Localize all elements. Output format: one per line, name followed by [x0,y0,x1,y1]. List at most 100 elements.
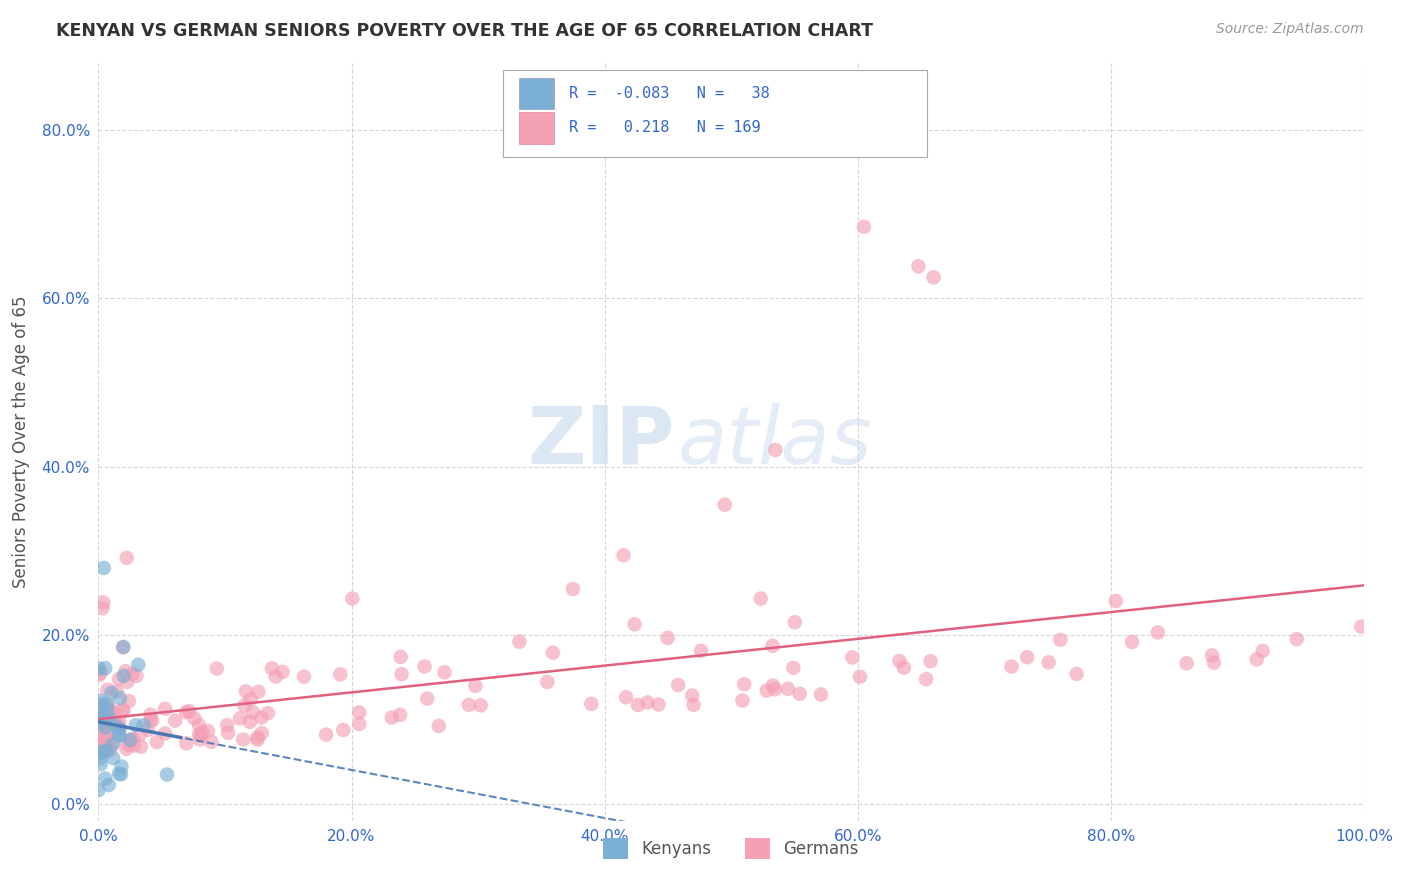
Point [232,732,254,747]
Point [264,670,287,684]
Point [93,743,115,757]
Point [90,718,112,732]
Legend: Kenyans, Germans: Kenyans, Germans [596,831,866,865]
Point [94,741,117,756]
Point [110,759,132,773]
Point [389,707,412,722]
Point [810,688,832,702]
Point [627,698,650,712]
Point [96,731,118,746]
Point [115,674,138,689]
Point [541,646,564,660]
Point [98,707,121,722]
Point [179,704,201,718]
Point [765,442,787,457]
Point [342,591,364,606]
Point [89,719,111,733]
Point [96,744,118,758]
Point [87,783,110,797]
Point [682,698,704,712]
Point [96,731,118,746]
Point [115,550,138,565]
Point [87,740,110,755]
Point [120,734,142,748]
Point [176,736,198,750]
Point [217,726,239,740]
Point [755,683,778,698]
Point [110,767,132,781]
Bar [519,78,554,110]
Point [690,644,713,658]
Point [260,661,283,675]
Point [96,705,118,719]
Point [907,260,929,274]
Point [889,654,911,668]
Point [97,711,120,725]
Point [97,778,120,792]
Y-axis label: Seniors Poverty Over the Age of 65: Seniors Poverty Over the Age of 65 [13,295,31,588]
Point [129,739,152,754]
Point [96,714,118,729]
Point [90,751,112,765]
Point [108,722,131,736]
Point [114,664,136,678]
Point [118,732,141,747]
Point [1350,619,1372,633]
Point [108,672,131,686]
Point [761,639,783,653]
Text: ZIP: ZIP [527,402,675,481]
Point [922,270,945,285]
Point [94,661,117,675]
Point [229,711,252,725]
Point [1175,657,1198,671]
Point [1121,635,1143,649]
Point [190,728,212,742]
Point [292,670,315,684]
Point [107,728,129,742]
Point [96,728,118,742]
Point [105,716,128,731]
Point [239,714,262,729]
Point [614,690,637,705]
Point [561,582,585,596]
Point [91,725,114,739]
Point [90,702,112,716]
Point [733,677,755,691]
Point [1246,652,1268,666]
Point [93,704,115,718]
Point [457,698,479,712]
Point [90,665,112,680]
Point [94,772,117,786]
Point [122,739,145,753]
Point [108,714,131,729]
Point [98,703,121,717]
Point [141,714,163,728]
Point [416,691,439,706]
Point [103,705,125,719]
Point [433,665,456,680]
Point [100,711,122,725]
Point [96,698,118,712]
Point [105,684,128,698]
Point [103,711,125,725]
Point [749,591,772,606]
Point [217,718,239,732]
Point [1147,625,1170,640]
Point [91,601,114,615]
Point [93,731,115,746]
Point [93,739,115,753]
Point [191,725,214,739]
Point [1049,632,1071,647]
Point [915,672,938,686]
Point [413,659,436,673]
Point [89,662,111,676]
Point [776,681,799,696]
Point [1202,656,1225,670]
FancyBboxPatch shape [503,70,928,157]
Text: atlas: atlas [678,402,873,481]
Point [508,634,530,648]
Point [125,669,148,683]
Point [762,679,785,693]
Point [91,736,114,750]
Point [121,667,143,681]
